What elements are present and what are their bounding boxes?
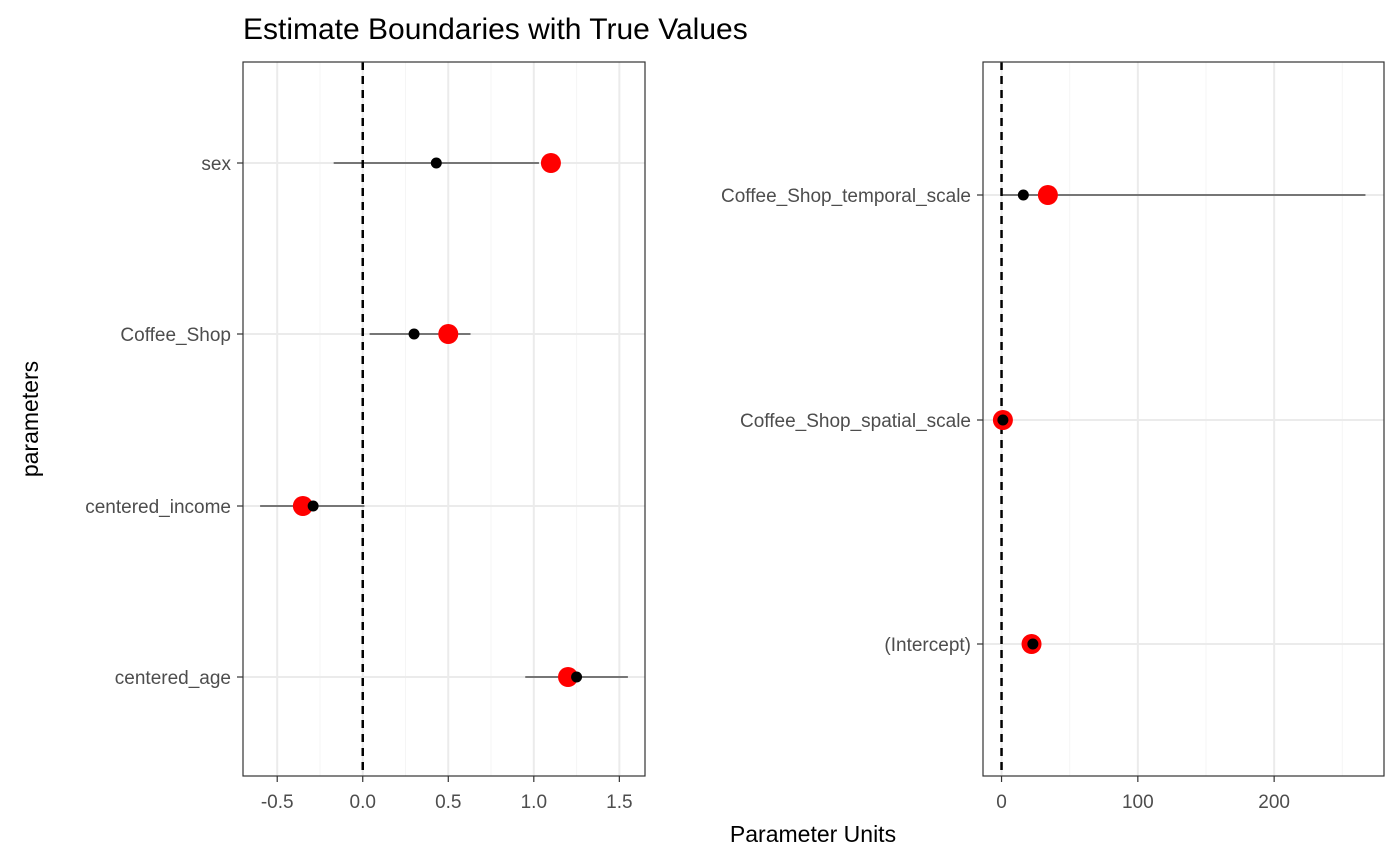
true-value-point-centered_income <box>292 496 313 516</box>
y-tick-label: sex <box>201 154 231 175</box>
estimate-point-Coffee_Shop <box>408 328 420 340</box>
estimate-point-(Intercept) <box>1027 638 1039 650</box>
true-value-point-Coffee_Shop <box>438 324 459 344</box>
estimate-point-centered_income <box>307 500 319 512</box>
x-tick-label: 100 <box>1122 792 1154 813</box>
panel-border <box>242 61 646 777</box>
x-tick-label: 1.5 <box>606 792 632 813</box>
right-panel: Coffee_Shop_temporal_scale Coffee_Shop_sp… <box>721 61 1385 813</box>
y-tick-label: Coffee_Shop_spatial_scale <box>740 411 971 432</box>
estimate-point-Coffee_Shop_spatial_scale <box>997 414 1009 426</box>
estimate-point-centered_age <box>571 671 583 683</box>
estimate-point-sex <box>430 157 442 169</box>
true-value-point-sex <box>540 153 561 173</box>
y-tick-label: Coffee_Shop_temporal_scale <box>721 186 971 207</box>
panel-border <box>982 61 1385 777</box>
x-tick-label: 200 <box>1258 792 1290 813</box>
x-tick-label: -0.5 <box>261 792 294 813</box>
x-tick-label: 0.5 <box>435 792 461 813</box>
y-tick-label: centered_age <box>115 668 231 689</box>
y-axis-title: parameters <box>17 361 43 477</box>
y-tick-label: centered_income <box>85 497 231 518</box>
x-axis-title: Parameter Units <box>730 821 896 847</box>
x-tick-label: 1.0 <box>521 792 547 813</box>
y-tick-label: Coffee_Shop <box>120 325 231 346</box>
x-tick-label: 0 <box>996 792 1007 813</box>
x-tick-label: 0.0 <box>350 792 376 813</box>
estimate-point-Coffee_Shop_temporal_scale <box>1017 189 1029 201</box>
left-panel: sex Coffee_Shop centered_income centered_ag… <box>85 61 646 813</box>
chart-title: Estimate Boundaries with True Values <box>243 13 748 46</box>
true-value-point-Coffee_Shop_temporal_scale <box>1037 185 1058 205</box>
true-value-point-centered_age <box>558 667 579 687</box>
y-tick-label: (Intercept) <box>884 635 971 656</box>
